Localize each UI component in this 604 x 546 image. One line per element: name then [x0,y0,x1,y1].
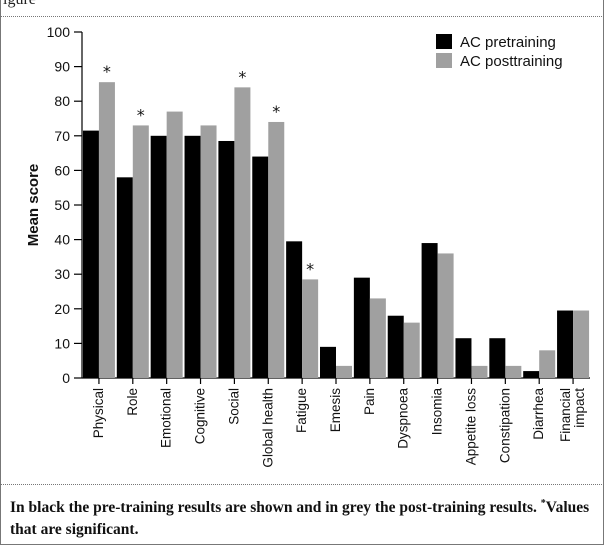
bar-posttraining [98,82,115,379]
bar-posttraining [132,125,149,378]
legend-label: AC pretraining [460,34,556,51]
y-tick-label: 80 [54,93,70,109]
legend-label: AC posttraining [460,53,563,70]
bar-posttraining [471,365,488,378]
top-divider [0,16,604,17]
x-tick-label: Role [125,388,140,416]
bar-pretraining [557,310,574,378]
bar-posttraining [369,298,386,378]
bar-pretraining [252,156,269,378]
bar-posttraining [403,322,420,378]
bar-pretraining [286,241,303,378]
x-tick-label: Pain [362,388,377,415]
bar-pretraining [353,277,370,378]
caption-text: In black the pre-training results are sh… [10,499,541,517]
bar-posttraining [573,310,590,378]
x-tick-label: Appetite loss [463,388,478,466]
legend-swatch [436,53,452,68]
bar-pretraining [184,135,201,378]
bar-pretraining [320,346,336,378]
figure-caption: In black the pre-training results are sh… [10,493,590,541]
y-tick-label: 70 [54,128,70,144]
x-tick-label: Diarrhea [531,388,546,440]
bar-pretraining [150,135,167,378]
bar-posttraining [166,111,183,378]
bar-pretraining [218,140,235,378]
caption-significance-note: Values that are significant. [10,499,590,539]
bar-posttraining [200,125,217,378]
bar-pretraining [421,243,438,378]
x-tick-label: Physical [91,388,106,438]
bar-pretraining [387,315,404,378]
x-tick-label: Financial [558,388,573,442]
bar-posttraining [505,365,522,378]
x-tick-label: Emotional [159,388,174,448]
significance-marker: * [137,105,145,124]
y-tick-label: 90 [54,59,70,75]
bar-posttraining [336,365,352,378]
caption-divider [0,484,604,485]
bar-posttraining [268,121,285,379]
x-tick-label: Constipation [497,388,512,463]
bar-posttraining [437,253,454,378]
significance-marker: * [238,67,246,86]
y-tick-label: 60 [54,162,70,178]
bar-pretraining [455,338,472,378]
x-tick-label: Dyspnoea [396,388,411,449]
significance-marker: * [103,62,111,81]
significance-note-mark: * [540,498,546,509]
x-tick-label: Social [226,388,241,425]
x-tick-label: Cognitive [193,388,208,444]
x-tick-label: impact [572,388,587,428]
bar-pretraining [82,130,99,378]
y-tick-label: 20 [54,301,70,317]
x-tick-label: Fatigue [294,388,309,433]
bar-pretraining [523,371,540,378]
bar-posttraining [234,87,251,379]
y-tick-label: 50 [54,197,70,213]
bar-posttraining [302,279,319,378]
y-tick-label: 0 [62,370,70,386]
bar-chart: 0 10 20 30 40 50 60 70 80 90 100 Mean score * Physica… [25,24,590,468]
y-tick-label: 100 [47,24,71,40]
bar-pretraining [116,177,133,378]
x-tick-label: Insomia [430,388,445,436]
y-axis-title: Mean score [25,164,42,247]
y-tick-label: 10 [54,335,70,351]
x-tick-label: Emesis [328,388,343,433]
bar-posttraining [539,350,556,378]
y-tick-label: 30 [54,266,70,282]
legend-swatch [436,34,452,49]
bar-pretraining [489,338,506,378]
y-tick-label: 40 [54,232,70,248]
figure-label-cropped: igure [3,0,36,9]
x-tick-label: Global health [260,388,275,468]
significance-marker: * [272,102,280,121]
significance-marker: * [306,259,314,278]
